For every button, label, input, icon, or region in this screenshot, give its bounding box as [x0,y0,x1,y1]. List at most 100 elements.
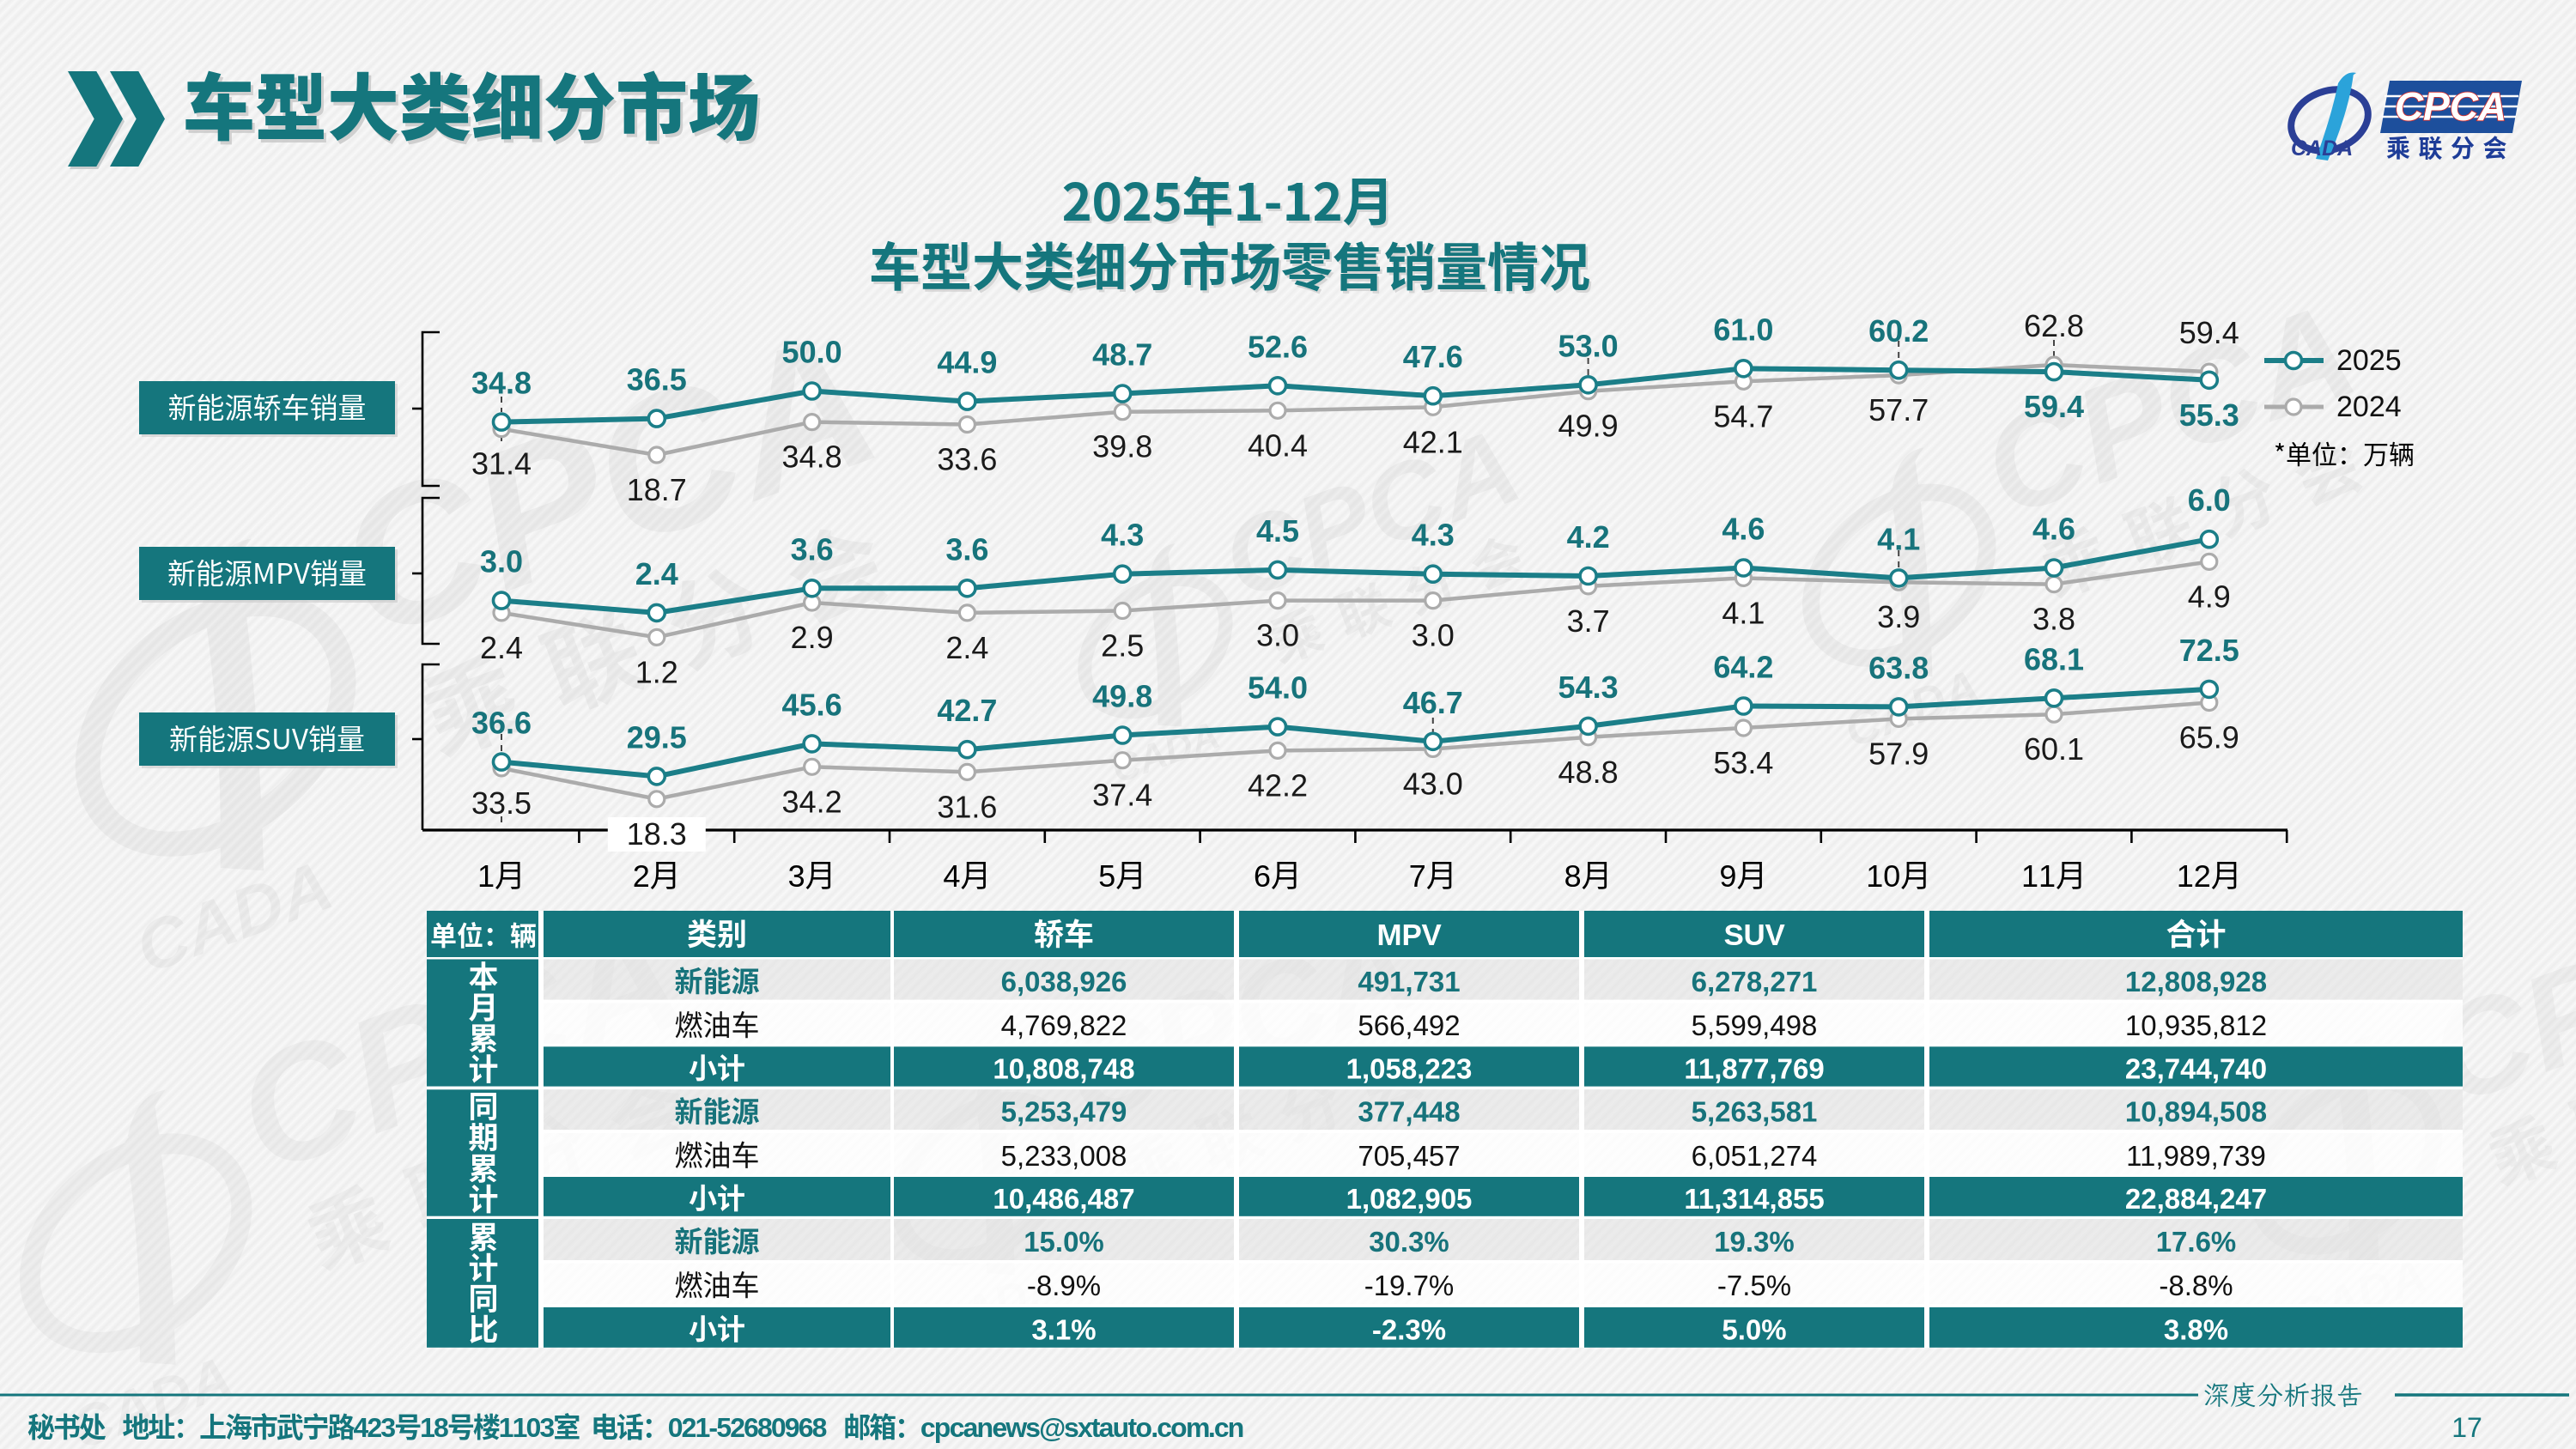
svg-text:42.7: 42.7 [937,693,997,728]
svg-text:36.5: 36.5 [627,362,687,397]
svg-text:36.6: 36.6 [471,706,532,741]
svg-text:2.5: 2.5 [1101,628,1144,664]
svg-text:6.0: 6.0 [2188,482,2231,518]
svg-text:705,457: 705,457 [1358,1140,1460,1172]
svg-text:-8.8%: -8.8% [2159,1270,2233,1301]
svg-text:-8.9%: -8.9% [1027,1270,1101,1301]
svg-text:-19.7%: -19.7% [1364,1270,1455,1301]
svg-text:61.0: 61.0 [1713,312,1773,347]
svg-text:3.9: 3.9 [1877,599,1920,634]
svg-text:2.4: 2.4 [945,630,988,665]
svg-text:3.0: 3.0 [480,544,523,579]
svg-text:29.5: 29.5 [627,719,687,755]
svg-text:48.8: 48.8 [1558,755,1619,790]
svg-text:55.3: 55.3 [2179,397,2239,433]
svg-text:33.6: 33.6 [937,442,997,477]
svg-text:48.7: 48.7 [1092,337,1152,373]
svg-text:3.6: 3.6 [791,531,834,567]
svg-text:63.8: 63.8 [1868,650,1929,685]
svg-text:3.8: 3.8 [2032,602,2075,637]
svg-text:491,731: 491,731 [1358,966,1460,997]
svg-text:3.7: 3.7 [1567,603,1610,639]
svg-text:6,278,271: 6,278,271 [1692,966,1818,997]
svg-text:10,935,812: 10,935,812 [2125,1009,2267,1041]
svg-text:377,448: 377,448 [1358,1096,1460,1128]
svg-text:10,894,508: 10,894,508 [2125,1096,2267,1128]
svg-text:30.3%: 30.3% [1369,1226,1449,1258]
svg-text:3.6: 3.6 [945,531,988,567]
svg-text:53.0: 53.0 [1558,328,1619,363]
svg-text:17.6%: 17.6% [2156,1226,2237,1258]
svg-text:3.1%: 3.1% [1031,1313,1096,1345]
svg-text:11,314,855: 11,314,855 [1684,1183,1824,1215]
svg-text:34.2: 34.2 [782,784,842,819]
svg-text:34.8: 34.8 [471,366,532,401]
svg-text:5,253,479: 5,253,479 [1001,1096,1127,1128]
svg-text:3.0: 3.0 [1256,618,1299,653]
svg-text:3.0: 3.0 [1412,618,1455,653]
svg-text:47.6: 47.6 [1403,339,1463,374]
svg-text:39.8: 39.8 [1092,429,1152,464]
svg-text:60.2: 60.2 [1868,313,1929,349]
svg-text:1.2: 1.2 [635,654,678,689]
svg-text:68.1: 68.1 [2024,641,2084,676]
svg-text:5,263,581: 5,263,581 [1692,1096,1818,1128]
svg-text:18.3: 18.3 [627,816,687,852]
svg-text:17: 17 [2451,1412,2482,1443]
svg-text:44.9: 44.9 [937,345,997,380]
svg-text:4.6: 4.6 [1722,512,1765,547]
svg-text:4.1: 4.1 [1877,521,1920,556]
svg-text:2025: 2025 [2336,344,2402,377]
svg-text:1,058,223: 1,058,223 [1346,1052,1473,1084]
svg-text:2.4: 2.4 [480,630,523,665]
svg-text:37.4: 37.4 [1092,778,1152,813]
svg-text:57.7: 57.7 [1868,392,1929,427]
svg-text:5.0%: 5.0% [1722,1313,1786,1345]
svg-text:-2.3%: -2.3% [1372,1313,1446,1345]
svg-text:5,599,498: 5,599,498 [1692,1009,1818,1041]
svg-text:49.9: 49.9 [1558,409,1619,444]
svg-text:4.9: 4.9 [2188,579,2231,614]
svg-text:12,808,928: 12,808,928 [2125,966,2267,997]
svg-text:49.8: 49.8 [1092,679,1152,714]
svg-text:15.0%: 15.0% [1024,1226,1104,1258]
svg-text:10,808,748: 10,808,748 [993,1052,1134,1084]
svg-text:1,082,905: 1,082,905 [1346,1183,1473,1215]
svg-text:60.1: 60.1 [2024,731,2084,767]
svg-text:53.4: 53.4 [1713,745,1773,780]
svg-text:CADA: CADA [2291,136,2353,161]
svg-text:4.5: 4.5 [1256,513,1299,549]
svg-text:4.3: 4.3 [1101,518,1144,553]
svg-text:6,051,274: 6,051,274 [1692,1140,1818,1172]
svg-text:2.4: 2.4 [635,556,678,591]
svg-text:4.3: 4.3 [1412,518,1455,553]
svg-text:23,744,740: 23,744,740 [2125,1052,2267,1084]
svg-text:10,486,487: 10,486,487 [993,1183,1134,1215]
svg-text:6,038,926: 6,038,926 [1001,966,1127,997]
svg-text:CPCA: CPCA [2395,84,2506,129]
svg-text:-7.5%: -7.5% [1717,1270,1791,1301]
svg-text:62.8: 62.8 [2024,308,2084,343]
svg-text:57.9: 57.9 [1868,736,1929,771]
svg-text:4.6: 4.6 [2032,512,2075,547]
svg-text:72.5: 72.5 [2179,633,2239,668]
svg-text:34.8: 34.8 [782,440,842,475]
svg-text:11,877,769: 11,877,769 [1684,1052,1824,1084]
svg-text:50.0: 50.0 [782,335,842,370]
svg-text:54.3: 54.3 [1558,670,1619,705]
svg-text:52.6: 52.6 [1248,329,1308,364]
svg-text:4.2: 4.2 [1567,519,1610,555]
svg-text:43.0: 43.0 [1403,767,1463,802]
svg-text:54.7: 54.7 [1713,398,1773,433]
svg-text:3.8%: 3.8% [2164,1313,2228,1345]
svg-text:65.9: 65.9 [2179,720,2239,755]
svg-text:54.0: 54.0 [1248,670,1308,706]
svg-text:11,989,739: 11,989,739 [2126,1140,2266,1172]
svg-text:31.4: 31.4 [471,446,532,482]
svg-text:42.2: 42.2 [1248,767,1308,803]
svg-text:4.1: 4.1 [1722,595,1765,630]
svg-text:59.4: 59.4 [2024,389,2084,424]
svg-text:40.4: 40.4 [1248,427,1308,463]
svg-text:45.6: 45.6 [782,687,842,722]
svg-text:19.3%: 19.3% [1714,1226,1795,1258]
